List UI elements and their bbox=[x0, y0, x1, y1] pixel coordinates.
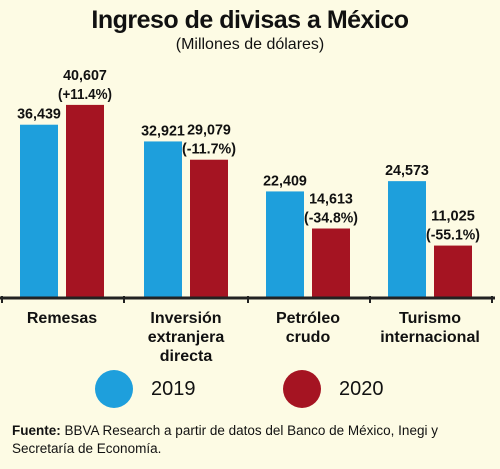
data-label-value: 22,409 bbox=[263, 173, 307, 189]
data-label-value: 40,607 bbox=[63, 68, 107, 84]
data-label-change: (-55.1%) bbox=[426, 228, 480, 244]
x-tick-label: extranjera bbox=[148, 329, 225, 346]
bar-2019-4 bbox=[388, 181, 426, 298]
data-label-value: 24,573 bbox=[385, 163, 429, 179]
bar-2019-2 bbox=[144, 141, 182, 298]
source-text: BBVA Research a partir de datos del Banc… bbox=[12, 423, 438, 456]
data-label-value: 14,613 bbox=[309, 192, 353, 208]
legend: 2019 2020 bbox=[0, 370, 500, 414]
bar-2019-3 bbox=[266, 191, 304, 298]
legend-swatch-2020 bbox=[283, 370, 321, 408]
legend-label-2020: 2020 bbox=[339, 377, 384, 400]
data-label-change: (-34.8%) bbox=[304, 211, 358, 227]
bar-2020-4 bbox=[434, 245, 472, 298]
chart-subtitle: (Millones de dólares) bbox=[175, 36, 325, 53]
data-label-value: 29,079 bbox=[187, 123, 231, 139]
legend-swatch-2019 bbox=[95, 370, 133, 408]
data-label-value: 32,921 bbox=[141, 123, 185, 139]
bar-2020-3 bbox=[312, 228, 350, 298]
source-footnote: Fuente: BBVA Research a partir de datos … bbox=[12, 422, 492, 458]
x-tick-label: Remesas bbox=[27, 310, 97, 327]
chart-title: Ingreso de divisas a México bbox=[91, 6, 409, 34]
x-tick-label: directa bbox=[160, 348, 213, 365]
x-tick-label: internacional bbox=[380, 329, 480, 346]
bar-2020-2 bbox=[190, 159, 228, 298]
data-label-value: 11,025 bbox=[431, 209, 475, 225]
data-label-change: (-11.7%) bbox=[182, 142, 236, 158]
legend-item-2019: 2019 bbox=[95, 370, 196, 408]
data-label-value: 36,439 bbox=[17, 107, 61, 123]
x-tick-label: Petróleo bbox=[276, 310, 340, 327]
data-label-change: (+11.4%) bbox=[58, 87, 112, 103]
x-tick-label: Inversión bbox=[150, 310, 221, 327]
x-tick-label: crudo bbox=[286, 329, 331, 346]
bar-2019-1 bbox=[20, 124, 58, 298]
bar-2020-1 bbox=[66, 104, 104, 298]
legend-item-2020: 2020 bbox=[283, 370, 384, 408]
x-tick-label: Turismo bbox=[399, 310, 461, 327]
legend-label-2019: 2019 bbox=[151, 377, 196, 400]
source-label: Fuente: bbox=[12, 423, 61, 438]
bar-chart: 36,439 32,921 22,409 24,573 40,607 (+11.4%) 29… bbox=[0, 68, 495, 365]
